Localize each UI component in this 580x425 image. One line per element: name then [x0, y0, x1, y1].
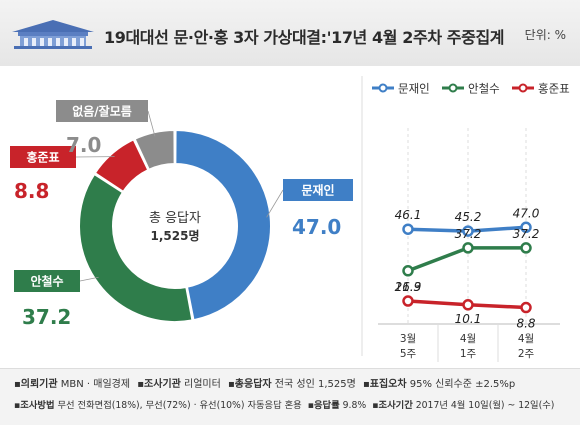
footer-value: 무선 전화면접(18%), 무선(72%) · 유선(10%) 자동응답 혼용	[57, 400, 301, 411]
x-tick-label: 5주	[400, 348, 417, 360]
chart-area: 총 응답자 1,525명 문재인 47.0 안철수 37.2 홍준표 8.8 없음/잘모름 7.0…	[0, 66, 580, 366]
footer-line-1: ▪의뢰기관 MBN · 매일경제 ▪조사기관 리얼미터 ▪총응답자 전국 성인 …	[14, 375, 515, 390]
footer-key: ▪표집오차	[363, 379, 407, 390]
data-point	[404, 266, 413, 275]
footer-key: ▪응답률	[308, 400, 340, 411]
x-tick-label: 3월	[400, 333, 416, 345]
footer-key: ▪조사기관	[137, 379, 181, 390]
data-label: 10.1	[455, 312, 482, 326]
footer-key: ▪조사방법	[14, 400, 55, 411]
header: 19대대선 문·안·홍 3자 가상대결:'17년 4월 2주차 주중집계 단위:…	[0, 0, 580, 66]
x-tick-label: 4월	[518, 333, 534, 345]
donut-hole	[114, 165, 236, 287]
donut-center-label: 총 응답자	[149, 211, 201, 226]
data-point	[404, 225, 413, 234]
data-label: 11.9	[395, 280, 422, 294]
footer-key: ▪조사기간	[372, 400, 413, 411]
legend-label: 안철수	[468, 82, 500, 96]
footer-value: 리얼미터	[184, 379, 221, 390]
page-title: 19대대선 문·안·홍 3자 가상대결:'17년 4월 2주차 주중집계	[104, 24, 504, 48]
legend-swatch-dot	[380, 85, 387, 92]
footer: ▪의뢰기관 MBN · 매일경제 ▪조사기관 리얼미터 ▪총응답자 전국 성인 …	[0, 368, 580, 425]
footer-key: ▪의뢰기관	[14, 379, 58, 390]
data-point	[404, 297, 413, 306]
legend-swatch-dot	[520, 85, 527, 92]
data-label: 37.2	[513, 227, 540, 241]
footer-value: 2017년 4월 10일(월) ~ 12일(수)	[416, 400, 555, 411]
unit-label: 단위: %	[525, 26, 566, 43]
slice-value: 37.2	[22, 305, 71, 329]
data-point	[522, 303, 531, 312]
blue-house-logo	[8, 14, 98, 54]
slice-label: 안철수	[30, 274, 63, 289]
data-label: 47.0	[513, 206, 540, 220]
slice-value: 8.8	[14, 179, 49, 203]
data-point	[522, 243, 531, 252]
footer-line-2: ▪조사방법 무선 전화면접(18%), 무선(72%) · 유선(10%) 자동…	[14, 397, 554, 411]
slice-value: 7.0	[66, 133, 101, 157]
legend-swatch-dot	[450, 85, 457, 92]
data-point	[464, 300, 473, 309]
legend-label: 홍준표	[538, 82, 570, 96]
footer-value: 95% 신뢰수준 ±2.5%p	[410, 379, 516, 390]
data-point	[464, 243, 473, 252]
slice-label: 없음/잘모름	[72, 104, 132, 119]
footer-value: 9.8%	[343, 400, 367, 411]
slice-label: 홍준표	[26, 150, 59, 165]
data-label: 37.2	[455, 227, 482, 241]
footer-value: MBN · 매일경제	[61, 379, 130, 390]
legend-label: 문재인	[398, 82, 430, 96]
slice-value: 47.0	[292, 215, 341, 239]
x-tick-label: 2주	[518, 348, 535, 360]
donut-center-count: 1,525명	[151, 229, 200, 243]
slice-label: 문재인	[301, 183, 334, 198]
data-label: 45.2	[455, 210, 482, 224]
data-label: 8.8	[516, 317, 535, 331]
x-tick-label: 1주	[460, 348, 477, 360]
data-label: 46.1	[395, 208, 422, 222]
footer-value: 전국 성인 1,525명	[275, 379, 356, 390]
x-tick-label: 4월	[460, 333, 476, 345]
footer-key: ▪총응답자	[228, 379, 272, 390]
